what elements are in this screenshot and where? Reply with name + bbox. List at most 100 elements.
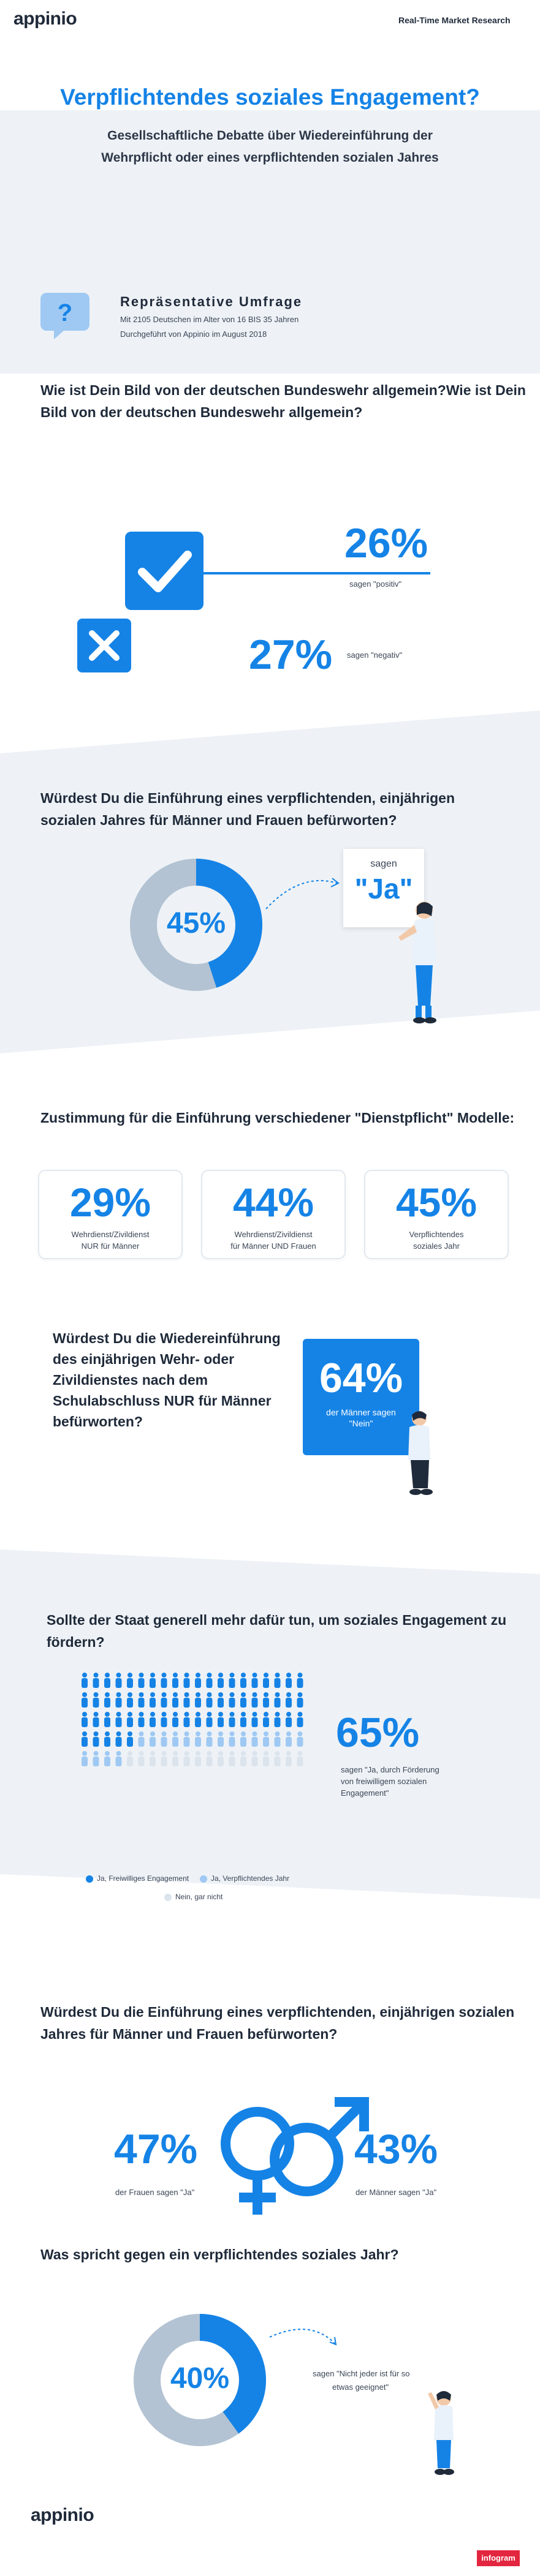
q5-label-1: sagen "Ja, durch Förderung [341,1765,439,1774]
legend-dot-1 [86,1875,93,1883]
person-icon [161,1751,167,1766]
person-icon [229,1692,235,1708]
person-icon [240,1673,246,1688]
person-icon [195,1692,201,1708]
q4-label-2: "Nein" [349,1418,373,1428]
person-icon [115,1712,122,1727]
person-icon [206,1731,213,1747]
header-tagline: Real-Time Market Research [398,15,511,25]
person-icon [93,1712,99,1727]
person-icon [138,1712,145,1727]
q4-question-2: des einjährigen Wehr- oder [53,1351,235,1367]
q7-value: 40% [170,2362,230,2395]
card-3-label-2: soziales Jahr [413,1241,460,1251]
person-icon [274,1673,281,1688]
card-2-value: 44% [232,1180,314,1225]
person-illustration-3 [428,2391,454,2475]
q4-question-5: befürworten? [53,1414,143,1429]
person-icon [150,1692,156,1708]
svg-text:?: ? [58,299,72,326]
q5-value: 65% [336,1709,420,1756]
person-icon [195,1712,201,1727]
person-icon [218,1712,224,1727]
positive-value: 26% [344,520,428,567]
person-icon [297,1731,303,1747]
person-icon [206,1673,213,1688]
q7-label-1: sagen "Nicht jeder ist für so [313,2369,410,2378]
person-icon [183,1751,190,1766]
person-icon [127,1673,133,1688]
card-2-label-2: für Männer UND Frauen [230,1241,316,1251]
person-icon [93,1731,99,1747]
person-icon [161,1731,167,1747]
hero-background-shape [0,171,540,374]
person-icon [115,1731,122,1747]
infogram-badge[interactable]: infogram [477,2550,520,2566]
person-icon [82,1673,88,1688]
person-icon [263,1731,269,1747]
person-icon [240,1712,246,1727]
person-icon [183,1692,190,1708]
person-icon [115,1673,122,1688]
person-icon [138,1673,145,1688]
person-icon [263,1712,269,1727]
logo[interactable]: appinio [13,9,77,29]
person-icon [286,1731,292,1747]
footer-logo[interactable]: appinio [31,2505,94,2525]
q5-label-3: Engagement" [341,1788,389,1798]
q7-donut-value-arc [134,2314,266,2446]
q1-question-2: Bild von der deutschen Bundeswehr allgem… [40,404,363,420]
person-icon [183,1673,190,1688]
person-icon [229,1673,235,1688]
survey-line-2: Durchgeführt von Appinio im August 2018 [120,330,267,339]
section-background-q2 [0,710,540,1053]
person-icon [263,1692,269,1708]
q5-legend-item-2: Ja, Verpflichtendes Jahr [200,1874,289,1883]
person-icon [183,1712,190,1727]
person-icon [240,1692,246,1708]
person-icon [240,1751,246,1766]
dienstpflicht-card-3: 45% Verpflichtendes soziales Jahr [364,1170,509,1259]
person-icon [251,1712,258,1727]
person-icon [229,1731,235,1747]
male-label: der Männer sagen "Ja" [356,2188,437,2197]
person-icon [274,1751,281,1766]
person-icon [161,1692,167,1708]
person-icon [297,1692,303,1708]
legend-label-1: Ja, Freiwilliges Engagement [97,1874,189,1883]
negative-value: 27% [249,631,333,678]
q2-donut-value-arc [130,859,262,991]
legend-label-2: Ja, Verpflichtendes Jahr [211,1874,290,1883]
q7-question: Was spricht gegen ein verpflichtendes so… [40,2246,399,2262]
person-icon [172,1751,178,1766]
person-icon [104,1731,110,1747]
q7-donut-chart [134,2314,266,2446]
male-value: 43% [354,2126,438,2172]
person-icon [104,1751,110,1766]
person-icon [297,1751,303,1766]
dienstpflicht-card-2: 44% Wehrdienst/Zivildienst für Männer UN… [201,1170,346,1259]
question-bubble-icon: ? [39,289,91,341]
legend-label-3: Nein, gar nicht [175,1892,223,1901]
person-illustration-1 [398,902,436,1023]
q2-question-1: Würdest Du die Einführung eines verpflic… [40,790,455,806]
checkmark-icon [125,532,203,610]
person-icon [206,1692,213,1708]
q2-arrow [265,878,340,910]
person-icon [274,1692,281,1708]
person-icon [150,1731,156,1747]
person-illustration-2 [408,1411,433,1495]
person-icon [104,1712,110,1727]
person-icon [286,1692,292,1708]
person-icon [206,1751,213,1766]
person-icon [274,1731,281,1747]
survey-line-1: Mit 2105 Deutschen im Alter von 16 BIS 3… [120,315,299,324]
person-icon [104,1692,110,1708]
person-icon [206,1712,213,1727]
person-icon [195,1673,201,1688]
person-icon [274,1712,281,1727]
q6-question-2: Jahres für Männer und Frauen befürworten… [40,2026,338,2042]
q5-question-2: fördern? [47,1634,105,1650]
cross-icon [77,619,131,672]
person-icon [229,1751,235,1766]
